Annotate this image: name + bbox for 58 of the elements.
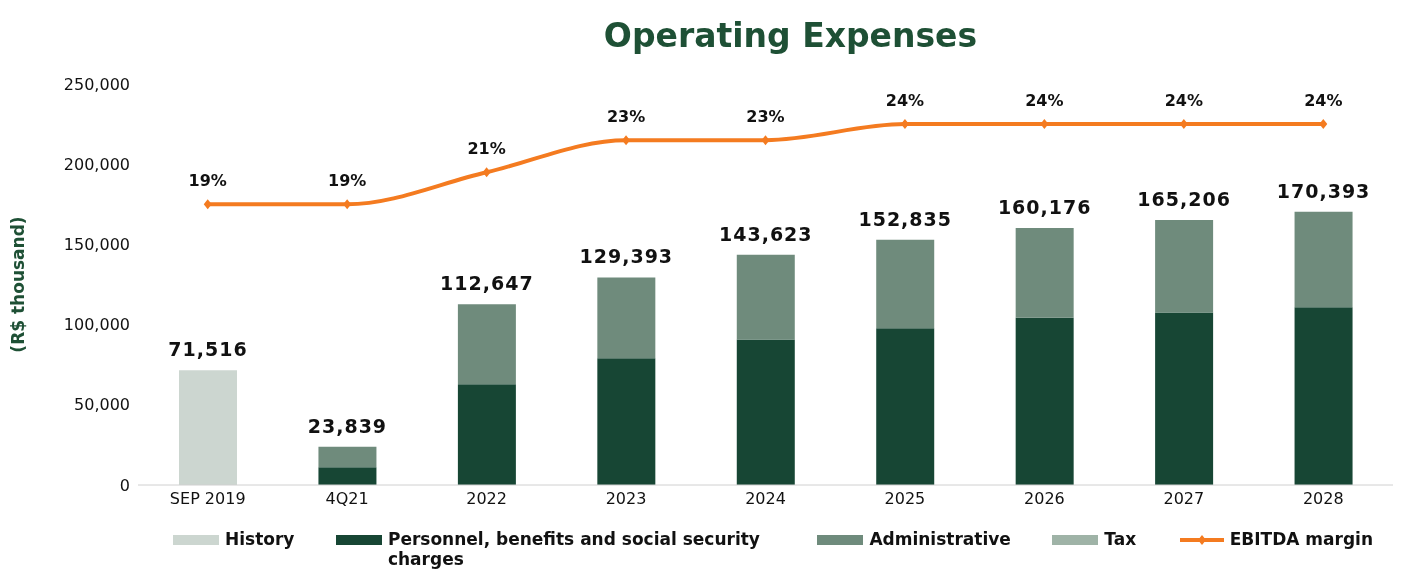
- y-tick-label: 0: [119, 475, 130, 495]
- total-label: 129,393: [579, 245, 674, 268]
- x-tick-label: 2022: [466, 489, 507, 509]
- total-label: 71,516: [168, 338, 248, 361]
- y-tick-label: 250,000: [63, 74, 130, 94]
- data-label: 19%: [188, 171, 227, 191]
- x-tick-label: SEP 2019: [169, 489, 246, 509]
- x-tick-label: 2026: [1024, 489, 1065, 509]
- bar: [597, 277, 656, 359]
- bar: [318, 446, 377, 468]
- x-tick-label: 2027: [1163, 489, 1205, 509]
- bar: [1294, 211, 1353, 308]
- data-label: 24%: [1304, 91, 1343, 111]
- data-label: 21%: [467, 139, 506, 159]
- total-label: 23,839: [307, 414, 388, 437]
- bar: [736, 339, 795, 485]
- data-label: 23%: [746, 107, 785, 127]
- x-tick-label: 4Q21: [325, 489, 369, 509]
- legend-label: History: [225, 529, 295, 549]
- bar: [1155, 312, 1214, 485]
- data-label: 23%: [606, 107, 646, 127]
- total-label: 152,835: [858, 207, 952, 230]
- legend-label: Tax: [1104, 529, 1137, 549]
- total-label: 143,623: [719, 222, 813, 245]
- bar: [876, 328, 935, 485]
- data-label: 24%: [1025, 91, 1064, 111]
- total-label: 165,206: [1137, 188, 1231, 211]
- point: [482, 167, 491, 178]
- bar: [1155, 220, 1214, 313]
- legend-label: EBITDA margin: [1229, 529, 1373, 549]
- legend-label: Administrative: [869, 529, 1011, 549]
- bar: [1294, 307, 1353, 485]
- legend-label: Personnel, benefits and social security charges: [387, 529, 761, 569]
- bar: [597, 358, 656, 485]
- bar: [1015, 228, 1074, 318]
- total-label: 112,647: [440, 272, 534, 295]
- data-label: 24%: [1164, 91, 1203, 111]
- data-label: 24%: [885, 91, 925, 111]
- y-tick-label: 150,000: [63, 235, 130, 255]
- bar: [457, 304, 516, 385]
- total-label: 160,176: [997, 196, 1092, 219]
- y-tick-label: 100,000: [63, 315, 130, 335]
- y-tick-label: 200,000: [63, 154, 130, 174]
- bar: [876, 239, 935, 329]
- point: [203, 199, 212, 210]
- x-tick-label: 2023: [605, 489, 647, 509]
- y-axis-title: (R$ thousand): [8, 216, 29, 353]
- chart-title: Operating Expenses: [602, 15, 979, 57]
- bar: [1015, 317, 1074, 485]
- bar: [457, 384, 516, 485]
- bar: [318, 467, 377, 485]
- data-label: 19%: [328, 171, 367, 191]
- bar: [736, 254, 795, 340]
- x-tick-label: 2024: [745, 489, 786, 509]
- x-tick-label: 2025: [884, 489, 926, 509]
- x-tick-label: 2028: [1302, 489, 1344, 509]
- y-tick-label: 50,000: [74, 395, 130, 415]
- total-label: 170,393: [1276, 179, 1371, 202]
